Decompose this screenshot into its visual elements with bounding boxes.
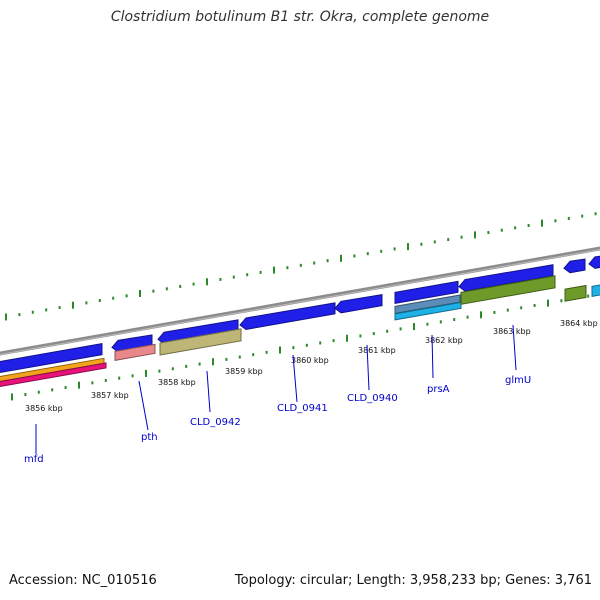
ruler-label: 3858 kbp — [158, 378, 196, 387]
gene-leader-line — [512, 324, 517, 371]
gene-label-cld-0941: CLD_0941 — [277, 403, 328, 414]
gene-labels: mfd pth CLD_0942 CLD_0941 CLD_0940 prsA glmU — [24, 324, 531, 465]
accession-text: Accession: NC_010516 — [9, 573, 157, 588]
ruler-label: 3864 kbp — [560, 319, 598, 328]
gene-leader-line — [206, 370, 211, 413]
ruler-label: 3859 kbp — [225, 367, 263, 376]
feature-pink — [114, 343, 156, 361]
feature-cyan-2 — [591, 284, 600, 297]
cds-glmu — [458, 264, 554, 292]
cds-prsa — [394, 280, 459, 304]
ruler-label: 3857 kbp — [91, 391, 129, 400]
gene-label-glmu: glmU — [505, 375, 531, 386]
gene-label-prsa: prsA — [427, 384, 450, 395]
gene-leader-line — [366, 344, 370, 391]
cds-cld-0941 — [239, 302, 336, 330]
cds-edge — [588, 255, 600, 269]
ruler-label: 3860 kbp — [291, 356, 329, 365]
gene-label-cld-0940: CLD_0940 — [347, 393, 398, 404]
backbone-ring — [0, 246, 600, 356]
gene-leader-line — [431, 334, 434, 379]
ruler-label: 3856 kbp — [25, 404, 63, 413]
genome-summary-text: Topology: circular; Length: 3,958,233 bp… — [234, 573, 592, 588]
cds-next — [563, 258, 586, 274]
ruler-labels: 3856 kbp 3857 kbp 3858 kbp 3859 kbp 3860 kbp… — [25, 319, 598, 413]
feature-olive — [460, 275, 556, 305]
gene-label-cld-0942: CLD_0942 — [190, 417, 241, 428]
gene-leader-line — [292, 354, 298, 403]
feature-khaki — [159, 328, 242, 356]
feature-cyan — [394, 301, 462, 321]
ruler-label: 3862 kbp — [425, 336, 463, 345]
gene-label-mfd: mfd — [24, 454, 44, 465]
feature-olive-2 — [564, 284, 587, 302]
ruler-label: 3863 kbp — [493, 327, 531, 336]
backbone-highlight — [0, 248, 600, 356]
outer-tick-ring — [5, 212, 597, 321]
inner-tick-ring — [11, 294, 590, 401]
gene-label-pth: pth — [141, 432, 158, 443]
map-title: Clostridium botulinum B1 str. Okra, comp… — [110, 9, 490, 25]
feature-track — [0, 255, 600, 388]
backbone-line — [0, 246, 600, 356]
gene-leader-line — [138, 380, 149, 431]
cds-mfd — [0, 343, 103, 374]
cds-cld-0940 — [334, 294, 383, 314]
ruler-label: 3861 kbp — [358, 346, 396, 355]
feature-magenta — [0, 362, 107, 388]
